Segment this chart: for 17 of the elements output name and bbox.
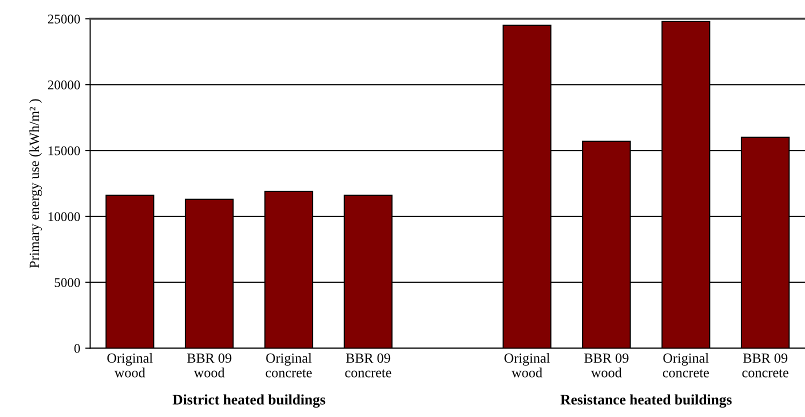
x-tick-label: BBR 09 concrete (345, 353, 392, 378)
x-tick-label: BBR 09 wood (187, 353, 232, 378)
y-tick-label: 10000 (48, 212, 80, 222)
x-tick-label: BBR 09 wood (584, 353, 628, 378)
x-tick-label: BBR 09 concrete (742, 353, 788, 378)
text: Resistance heated buildings (560, 394, 732, 408)
y-tick-label: 0 (74, 344, 80, 353)
text: District heated buildings (172, 394, 326, 408)
y-tick-label: 5000 (54, 278, 80, 288)
x-tick-label: Original wood (504, 353, 550, 378)
y-tick-label: 20000 (48, 80, 80, 90)
x-tick-label: Original concrete (662, 353, 709, 378)
y-tick-label: 25000 (48, 14, 80, 24)
x-tick-label: Original concrete (266, 353, 312, 378)
x-tick-label: Original wood (107, 353, 153, 378)
y-axis-title: Primary energy use (kWh/m² ) (29, 99, 42, 268)
y-tick-label: 15000 (48, 146, 80, 156)
